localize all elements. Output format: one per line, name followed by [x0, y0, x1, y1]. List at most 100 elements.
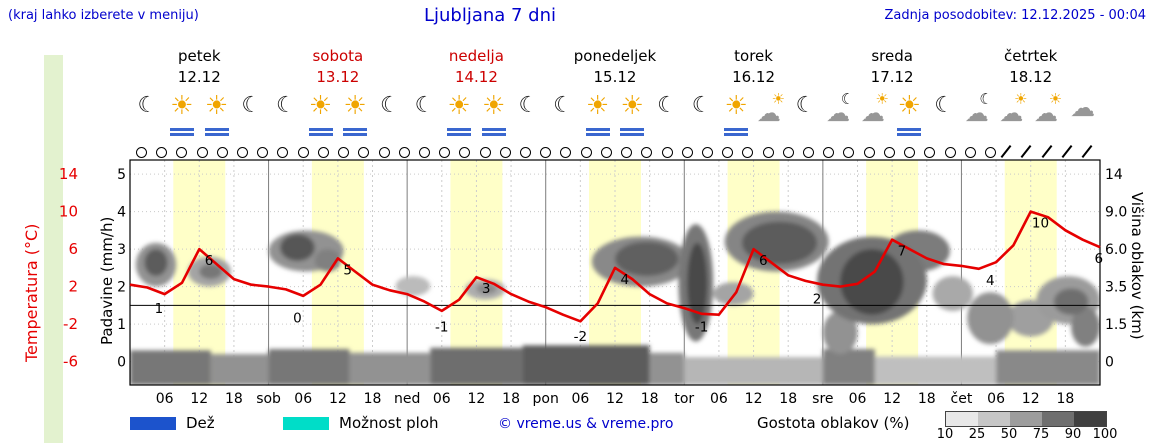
temperature-value-label: 7: [898, 244, 907, 260]
x-hour-tick: 12: [329, 391, 347, 407]
x-day-tick: sob: [256, 391, 281, 407]
temperature-value-label: 1: [155, 301, 164, 317]
x-hour-tick: 18: [1056, 391, 1074, 407]
temperature-value-label: -2: [574, 329, 587, 345]
cloud-height-tick: 6.0: [1105, 242, 1127, 258]
x-hour-tick: 06: [156, 391, 174, 407]
cloud-height-tick: 14: [1105, 167, 1123, 183]
x-hour-tick: 06: [433, 391, 451, 407]
temperature-tick: -6: [63, 353, 78, 371]
cloud-blob: [822, 310, 858, 355]
temperature-tick: -2: [63, 315, 78, 333]
low-cloud-band: [210, 354, 269, 385]
daylight-band: [1004, 160, 1057, 385]
temperature-value-label: 0: [293, 310, 302, 326]
cloud-blob: [144, 249, 168, 277]
cloud-density-cell: [1010, 412, 1042, 426]
temperature-value-label: 5: [343, 262, 352, 278]
low-cloud-band: [822, 349, 875, 385]
x-hour-tick: 18: [502, 391, 520, 407]
x-day-tick: čet: [951, 391, 973, 407]
cloud-height-tick: 1.5: [1105, 317, 1127, 333]
low-cloud-band: [130, 350, 211, 385]
temperature-value-label: -1: [435, 320, 448, 336]
left-accent-strip: [44, 55, 63, 443]
temperature-value-label: 6: [759, 253, 768, 269]
x-hour-tick: 18: [641, 391, 659, 407]
daylight-band: [727, 160, 780, 385]
temperature-value-label: 6: [205, 253, 214, 269]
cloud-density-cell: [946, 412, 978, 426]
x-hour-tick: 12: [745, 391, 763, 407]
cloud-blob: [932, 276, 973, 311]
cloud-density-cell: [1074, 412, 1106, 426]
showers-swatch: [283, 417, 329, 430]
x-day-tick: ned: [394, 391, 420, 407]
cloud-density-scale: [945, 411, 1107, 427]
low-cloud-band: [996, 350, 1100, 385]
x-hour-tick: 12: [883, 391, 901, 407]
cloud-density-cell: [978, 412, 1010, 426]
temperature-tick: 6: [68, 240, 78, 258]
x-hour-tick: 18: [364, 391, 382, 407]
cloud-blob: [1071, 307, 1100, 347]
x-hour-tick: 06: [710, 391, 728, 407]
precipitation-tick: 0: [117, 355, 126, 371]
x-hour-tick: 18: [779, 391, 797, 407]
x-hour-tick: 12: [468, 391, 486, 407]
cloud-blob: [742, 221, 818, 265]
x-hour-tick: 12: [606, 391, 624, 407]
cloud-blob: [687, 242, 708, 325]
cloud-blob: [967, 292, 1014, 345]
x-hour-tick: 06: [849, 391, 867, 407]
low-cloud-band: [649, 352, 685, 385]
x-hour-tick: 18: [225, 391, 243, 407]
cloud-height-tick: 9.0: [1105, 205, 1127, 221]
x-hour-tick: 18: [918, 391, 936, 407]
last-update: Zadnja posodobitev: 12.12.2025 - 00:04: [884, 8, 1146, 23]
x-hour-tick: 06: [294, 391, 312, 407]
cloud-blob: [199, 264, 223, 280]
cloud-axis-title: Višina oblakov (km): [1128, 192, 1146, 340]
x-hour-tick: 06: [987, 391, 1005, 407]
cloud-blob: [280, 234, 315, 262]
cloud-blob: [615, 241, 679, 277]
temperature-line: [129, 210, 1101, 323]
plot-border: [129, 159, 1101, 386]
x-day-tick: tor: [674, 391, 694, 407]
cloud-density-field: [130, 211, 1100, 385]
rain-swatch: [130, 417, 176, 430]
temperature-value-label: 10: [1032, 216, 1049, 232]
page-title: Ljubljana 7 dni: [423, 5, 557, 26]
temperature-value-label: 4: [620, 272, 629, 288]
temperature-value-label: 4: [986, 273, 995, 289]
low-cloud-band: [430, 347, 523, 385]
x-hour-tick: 12: [190, 391, 208, 407]
temperature-value-label: -1: [695, 320, 708, 336]
x-day-tick: sre: [812, 391, 833, 407]
temperature-axis-title: Temperatura (°C): [22, 223, 41, 362]
temperature-value-label: 6: [1094, 251, 1103, 267]
temperature-value-label: 2: [813, 292, 822, 308]
cloud-blob: [840, 249, 904, 315]
x-hour-tick: 06: [571, 391, 589, 407]
menu-hint: (kraj lahko izberete v meniju): [8, 8, 199, 23]
cloud-density-cell: [1042, 412, 1074, 426]
x-hour-tick: 12: [1022, 391, 1040, 407]
low-cloud-band: [268, 349, 350, 385]
low-cloud-band: [684, 357, 823, 385]
precipitation-tick: 5: [117, 167, 126, 183]
cloud-blob: [395, 276, 431, 296]
showers-label: Možnost ploh: [339, 414, 439, 432]
rain-label: Dež: [186, 414, 215, 432]
x-day-tick: pon: [533, 391, 559, 407]
daylight-band: [450, 160, 503, 385]
cloud-density-label: Gostota oblakov (%): [757, 414, 910, 432]
low-cloud-band: [874, 356, 997, 385]
copyright-link[interactable]: © vreme.us & vreme.pro: [498, 416, 674, 432]
temperature-value-label: 3: [482, 281, 491, 297]
precipitation-tick: 4: [117, 205, 126, 221]
precipitation-axis-title: Padavine (mm/h): [98, 216, 116, 345]
